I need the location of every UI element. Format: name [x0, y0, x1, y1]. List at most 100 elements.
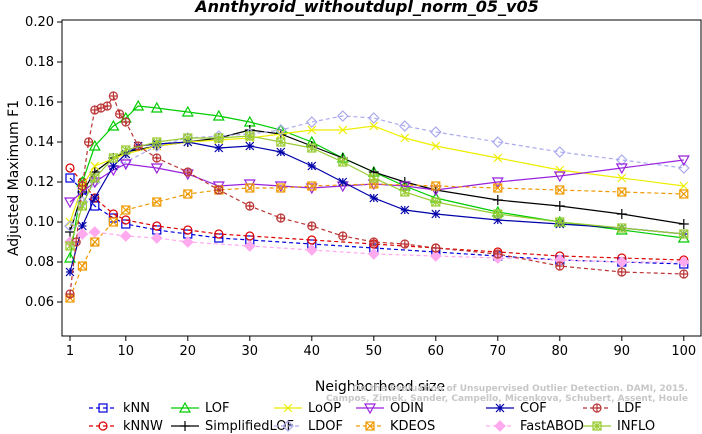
data-point: [152, 153, 162, 163]
data-point: [679, 189, 689, 199]
data-point: [90, 161, 100, 171]
legend-item-ldf: LDF: [583, 401, 642, 416]
data-point: [369, 173, 379, 183]
legend-item-ldof: LDOF: [274, 419, 343, 434]
data-point: [65, 217, 75, 227]
x-tick-label: 100: [671, 344, 696, 359]
x-tick-label: 90: [614, 344, 631, 359]
legend-marker: [180, 421, 190, 431]
data-point: [119, 159, 132, 171]
data-point: [336, 110, 349, 122]
data-point: [108, 153, 119, 163]
legend-label: KDEOS: [390, 419, 435, 434]
data-point: [102, 101, 112, 111]
data-point: [400, 205, 410, 215]
data-point: [491, 177, 504, 189]
y-axis-label: Adjusted Maximum F1: [6, 100, 22, 256]
y-tick-label: 0.14: [25, 135, 54, 150]
series-inflo: [65, 131, 689, 251]
legend-marker: [592, 421, 602, 431]
y-tick-label: 0.16: [25, 95, 54, 110]
data-point: [307, 125, 317, 135]
series-line: [69, 115, 684, 227]
legend-item-fastabod: FastABOD: [486, 419, 584, 434]
data-point: [369, 121, 379, 131]
data-point: [617, 223, 627, 233]
y-tick-label: 0.10: [25, 215, 54, 230]
data-point: [90, 193, 100, 203]
data-point: [431, 209, 441, 219]
data-point: [307, 181, 317, 191]
watermark-line-1: On the Evaluation of Unsupervised Outlie…: [353, 384, 688, 394]
data-point: [493, 249, 503, 259]
legend-label: LoOP: [308, 401, 341, 416]
legend-item-lof: LOF: [171, 401, 230, 416]
data-point: [617, 173, 627, 183]
data-point: [76, 228, 89, 240]
x-tick-label: 70: [490, 344, 507, 359]
x-tick-label: 60: [428, 344, 445, 359]
data-point: [679, 229, 689, 239]
legend-label: LDF: [617, 401, 642, 416]
series-ldf: [65, 91, 689, 299]
legend-item-loop: LoOP: [274, 401, 341, 416]
data-point: [338, 125, 348, 135]
data-point: [615, 163, 628, 175]
data-point: [245, 231, 255, 241]
chart-title: Annthyroid_withoutdupl_norm_05_v05: [193, 0, 538, 16]
plot-frame: [61, 19, 702, 337]
legend-label: ODIN: [390, 401, 424, 416]
data-point: [615, 154, 628, 166]
data-point: [276, 137, 286, 147]
data-point: [150, 101, 163, 113]
data-point: [243, 240, 256, 252]
data-point: [183, 167, 193, 177]
y-tick-label: 0.06: [25, 295, 54, 310]
data-point: [121, 205, 131, 215]
data-point: [491, 136, 504, 148]
data-point: [183, 133, 193, 143]
data-point: [152, 221, 162, 231]
legend-item-knnw: kNNW: [89, 419, 163, 434]
data-point: [369, 237, 379, 247]
data-point: [90, 173, 100, 183]
data-point: [678, 219, 689, 229]
data-point: [214, 133, 224, 143]
data-point: [367, 248, 380, 260]
data-point: [431, 243, 441, 253]
legend-label: LOF: [205, 401, 230, 416]
y-tick-label: 0.08: [25, 255, 54, 270]
x-axis: 1 10 20 30 40 50 60 70 80 90 100: [66, 336, 696, 359]
data-point: [400, 133, 410, 143]
data-point: [121, 215, 131, 225]
data-point: [493, 183, 503, 193]
legend-label: FastABOD: [520, 419, 584, 434]
data-point: [679, 269, 689, 279]
series-fastabod: [64, 226, 690, 268]
data-point: [493, 209, 503, 219]
series-line: [69, 231, 684, 263]
y-tick-label: 0.20: [25, 15, 54, 30]
data-point: [367, 112, 380, 124]
data-point: [276, 147, 286, 157]
x-tick-label: 30: [242, 344, 259, 359]
data-point: [150, 163, 163, 175]
data-point: [617, 267, 627, 277]
data-point: [274, 124, 287, 136]
data-point: [65, 163, 75, 173]
data-point: [90, 237, 100, 247]
legend-marker: [98, 403, 108, 413]
data-point: [65, 173, 75, 183]
watermark-line-2: Campos, Zimek, Sander, Campello, Micenko…: [326, 394, 688, 404]
data-point: [276, 213, 286, 223]
data-point: [555, 165, 565, 175]
data-point: [276, 129, 286, 139]
x-tick-label: 50: [366, 344, 383, 359]
data-point: [64, 220, 76, 232]
data-point: [553, 171, 566, 183]
data-point: [493, 153, 503, 163]
data-point: [107, 119, 120, 131]
legend-item-inflo: INFLO: [583, 419, 655, 434]
x-tick-label: 20: [180, 344, 197, 359]
legend-marker: [363, 403, 377, 415]
